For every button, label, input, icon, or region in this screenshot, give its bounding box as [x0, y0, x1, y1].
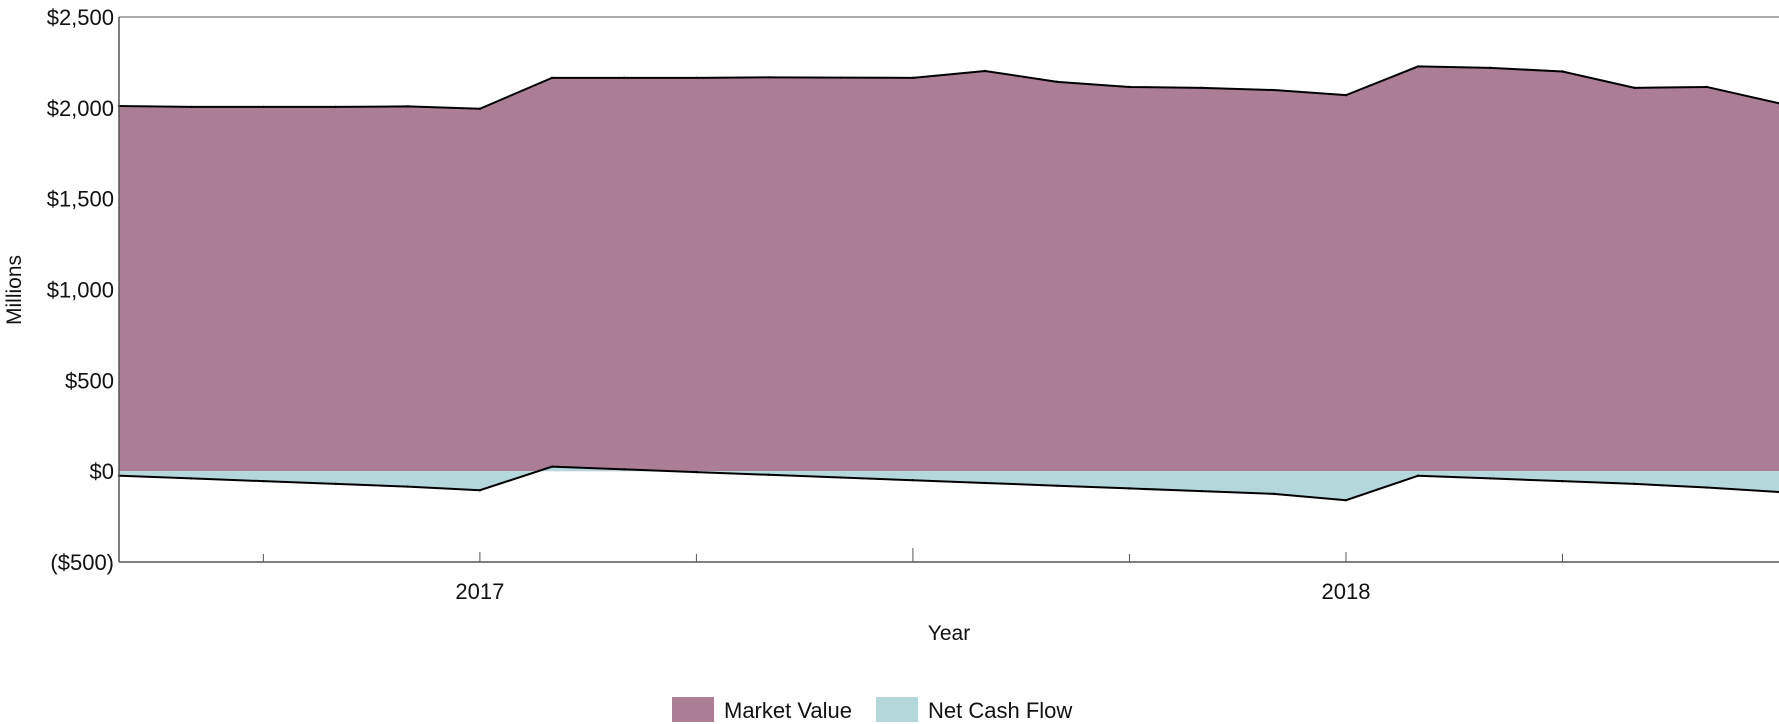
- net-cash-flow-point-21: [1633, 482, 1636, 486]
- market-value-point-3: [334, 105, 337, 109]
- market-value-point-5: [478, 107, 482, 110]
- net-cash-flow-point-17: [1344, 499, 1348, 502]
- market-value-point-15: [1200, 86, 1203, 90]
- y-tick-label-2: $500: [65, 368, 114, 393]
- market-value-point-14: [1128, 85, 1131, 89]
- net-cash-flow-point-5: [478, 489, 482, 492]
- net-cash-flow-point-13: [1056, 484, 1059, 487]
- net-cash-flow-point-2: [262, 479, 265, 483]
- y-tick-label-3: $1,000: [47, 278, 114, 303]
- net-cash-flow-point-11: [911, 479, 915, 482]
- market-value-point-9: [767, 76, 770, 79]
- y-axis-title: Millions: [3, 255, 26, 325]
- net-cash-flow-point-14: [1128, 487, 1131, 490]
- net-cash-flow-point-7: [623, 468, 626, 471]
- market-value-point-16: [1272, 88, 1276, 92]
- market-value-area: [119, 66, 1779, 472]
- net-cash-flow-point-6: [550, 465, 554, 468]
- net-cash-flow-point-12: [983, 481, 987, 485]
- x-tick-label-0: 2017: [455, 579, 504, 604]
- market-value-point-11: [911, 76, 915, 80]
- net-cash-flow-point-10: [839, 476, 842, 479]
- market-value-point-20: [1561, 70, 1564, 73]
- market-value-point-2: [262, 105, 265, 109]
- market-value-point-12: [983, 69, 987, 73]
- net-cash-flow-point-1: [190, 477, 193, 480]
- net-cash-flow-point-22: [1705, 486, 1709, 489]
- market-value-point-4: [406, 105, 409, 108]
- net-cash-flow-point-19: [1489, 477, 1492, 480]
- y-tick-label-4: $1,500: [47, 187, 114, 212]
- market-value-point-22: [1705, 85, 1709, 89]
- market-value-point-1: [190, 105, 193, 109]
- market-value-point-17: [1344, 93, 1348, 97]
- x-axis-title: Year: [928, 622, 970, 645]
- plot-areas: [117, 65, 1779, 502]
- legend-swatch-market-value: [672, 697, 714, 722]
- market-value-point-19: [1489, 66, 1492, 70]
- market-value-point-6: [550, 76, 554, 80]
- net-cash-flow-point-4: [406, 485, 409, 488]
- net-cash-flow-area: [119, 466, 1779, 501]
- net-cash-flow-point-16: [1272, 492, 1276, 496]
- net-cash-flow-point-15: [1200, 489, 1203, 493]
- market-value-point-10: [839, 76, 842, 79]
- legend-label-market-value: Market Value: [724, 698, 852, 723]
- net-cash-flow-point-9: [767, 473, 770, 476]
- legend: Market Value Net Cash Flow: [672, 697, 1072, 723]
- net-cash-flow-point-18: [1416, 474, 1420, 477]
- market-value-point-18: [1416, 65, 1420, 68]
- net-cash-flow-point-3: [334, 482, 337, 486]
- market-value-point-7: [623, 76, 626, 80]
- market-value-point-21: [1633, 86, 1636, 90]
- legend-label-net-cash-flow: Net Cash Flow: [928, 698, 1072, 723]
- y-tick-label-6: $2,500: [47, 5, 114, 30]
- market-value-point-13: [1056, 80, 1059, 84]
- net-cash-flow-point-8: [695, 470, 698, 474]
- y-tick-label-0: ($500): [50, 550, 114, 575]
- axes: ($500) $0 $500 $1,000 $1,500 $2,000 $2,500 2017…: [47, 5, 1779, 604]
- net-cash-flow-point-20: [1561, 479, 1564, 483]
- x-tick-label-1: 2018: [1321, 579, 1370, 604]
- market-value-point-8: [695, 76, 698, 80]
- y-tick-label-5: $2,000: [47, 96, 114, 121]
- legend-swatch-net-cash-flow: [876, 697, 918, 722]
- y-tick-label-1: $0: [90, 459, 114, 484]
- market-value-line: [118, 65, 1779, 110]
- net-cash-flow-line: [118, 465, 1779, 502]
